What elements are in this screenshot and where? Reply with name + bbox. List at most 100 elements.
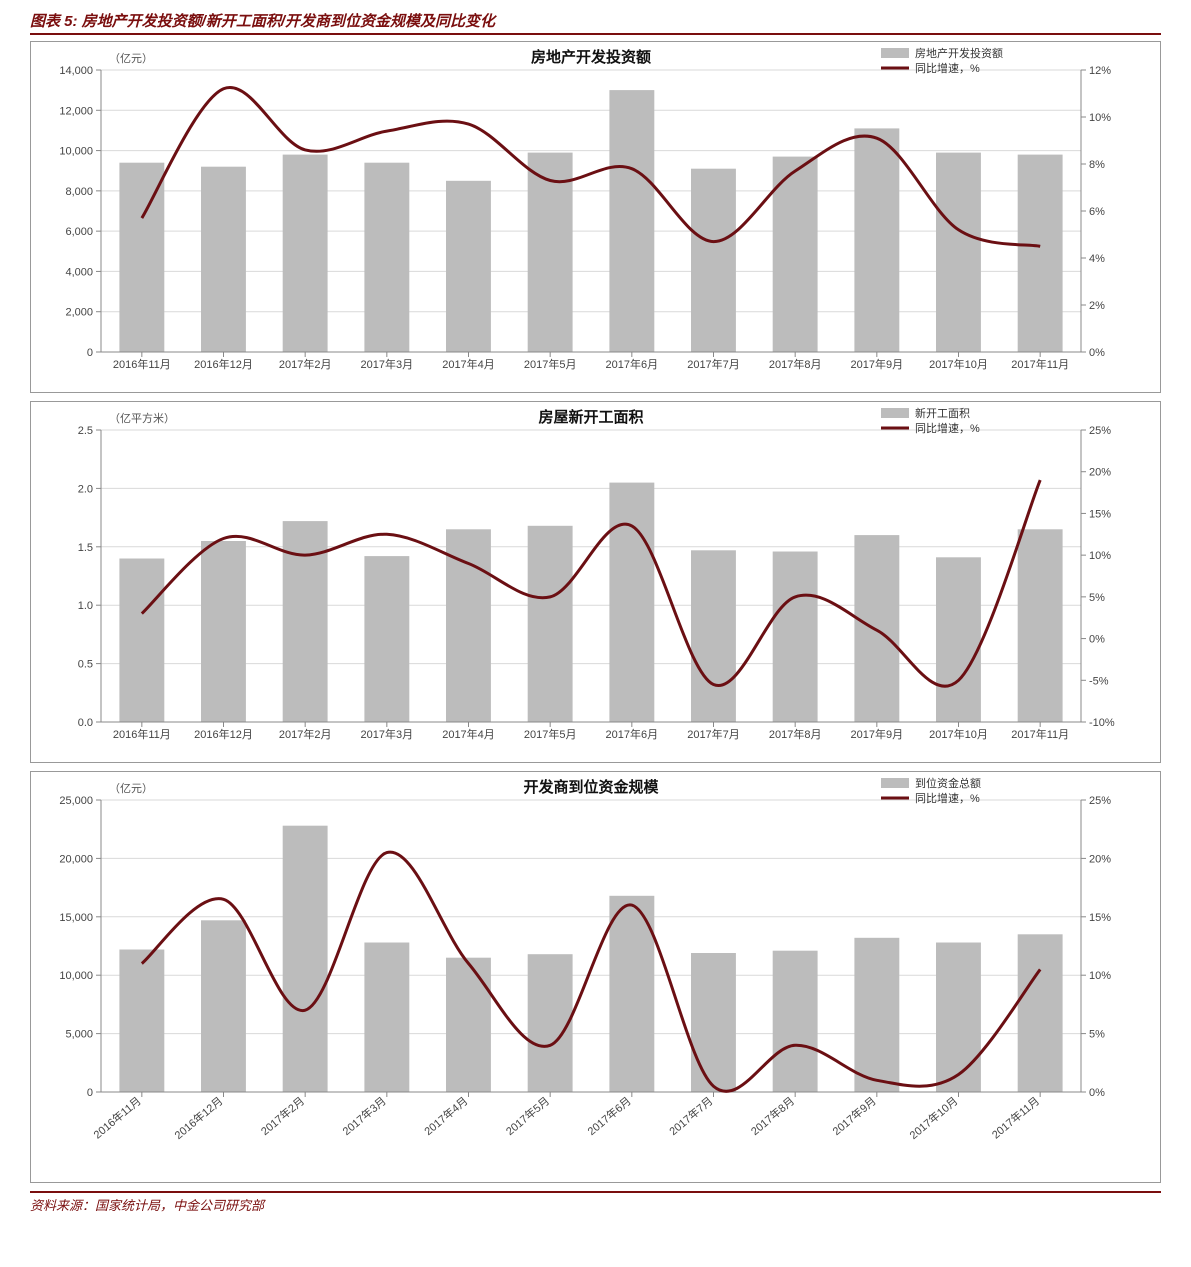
svg-text:2017年6月: 2017年6月 xyxy=(584,1094,633,1139)
footer-source: 资料来源：国家统计局，中金公司研究部 xyxy=(30,1198,264,1213)
bar xyxy=(119,559,164,723)
svg-text:2017年7月: 2017年7月 xyxy=(687,727,740,741)
bar xyxy=(528,954,573,1092)
bar xyxy=(119,950,164,1093)
svg-text:4,000: 4,000 xyxy=(65,266,93,278)
growth-line xyxy=(142,480,1040,686)
svg-text:2017年10月: 2017年10月 xyxy=(929,357,988,371)
bar xyxy=(1018,529,1063,722)
svg-text:5%: 5% xyxy=(1089,1029,1105,1041)
svg-text:2016年11月: 2016年11月 xyxy=(113,727,171,741)
svg-text:房地产开发投资额: 房地产开发投资额 xyxy=(531,48,651,66)
svg-text:15%: 15% xyxy=(1089,912,1111,924)
svg-text:2,000: 2,000 xyxy=(65,307,93,319)
svg-text:5%: 5% xyxy=(1089,592,1105,604)
svg-text:2017年2月: 2017年2月 xyxy=(279,727,332,741)
bar xyxy=(283,826,328,1092)
charts-container: 02,0004,0006,0008,00010,00012,00014,0000… xyxy=(30,41,1161,1183)
svg-text:1.0: 1.0 xyxy=(78,600,93,612)
chart1: 02,0004,0006,0008,00010,00012,00014,0000… xyxy=(30,41,1161,393)
chart2: 0.00.51.01.52.02.5-10%-5%0%5%10%15%20%25… xyxy=(30,401,1161,763)
svg-text:（亿元）: （亿元） xyxy=(109,52,153,65)
svg-text:10%: 10% xyxy=(1089,112,1111,124)
svg-text:1.5: 1.5 xyxy=(78,542,93,554)
svg-text:2017年4月: 2017年4月 xyxy=(421,1094,470,1139)
header-title: 图表 5: 房地产开发投资额/新开工面积/开发商到位资金规模及同比变化 xyxy=(30,13,495,30)
bar xyxy=(1018,934,1063,1092)
svg-text:0: 0 xyxy=(87,347,93,359)
svg-text:2017年10月: 2017年10月 xyxy=(906,1094,960,1142)
svg-text:0.5: 0.5 xyxy=(78,659,93,671)
svg-text:2017年5月: 2017年5月 xyxy=(524,727,577,741)
bar xyxy=(283,155,328,352)
svg-text:2.5: 2.5 xyxy=(78,425,93,437)
growth-line xyxy=(142,852,1040,1091)
svg-text:新开工面积: 新开工面积 xyxy=(915,406,970,420)
bar xyxy=(1018,155,1063,352)
footer-bar: 资料来源：国家统计局，中金公司研究部 xyxy=(30,1191,1161,1215)
bar xyxy=(201,541,246,722)
svg-text:25%: 25% xyxy=(1089,425,1111,437)
bar xyxy=(854,128,899,352)
svg-text:-10%: -10% xyxy=(1089,717,1115,729)
svg-text:2017年7月: 2017年7月 xyxy=(666,1094,715,1139)
bar xyxy=(201,920,246,1092)
svg-text:（亿元）: （亿元） xyxy=(109,782,153,795)
chart3: 05,00010,00015,00020,00025,0000%5%10%15%… xyxy=(30,771,1161,1183)
svg-text:20%: 20% xyxy=(1089,853,1111,865)
bar xyxy=(936,153,981,352)
svg-text:（亿平方米）: （亿平方米） xyxy=(109,411,175,425)
svg-text:2016年12月: 2016年12月 xyxy=(194,357,253,371)
svg-text:15%: 15% xyxy=(1089,508,1111,520)
svg-text:2016年12月: 2016年12月 xyxy=(171,1094,225,1142)
svg-text:房屋新开工面积: 房屋新开工面积 xyxy=(538,408,643,426)
svg-text:2017年9月: 2017年9月 xyxy=(851,727,904,741)
header-bar: 图表 5: 房地产开发投资额/新开工面积/开发商到位资金规模及同比变化 xyxy=(30,10,1161,35)
svg-text:14,000: 14,000 xyxy=(59,65,93,77)
bar xyxy=(691,169,736,352)
svg-text:2%: 2% xyxy=(1089,300,1105,312)
svg-text:同比增速，%: 同比增速，% xyxy=(915,791,980,805)
svg-text:25%: 25% xyxy=(1089,795,1111,807)
bar xyxy=(364,556,409,722)
svg-text:2017年8月: 2017年8月 xyxy=(769,357,822,371)
growth-line xyxy=(142,87,1040,246)
svg-text:到位资金总额: 到位资金总额 xyxy=(915,776,981,790)
svg-text:0%: 0% xyxy=(1089,634,1105,646)
bar xyxy=(609,483,654,722)
svg-text:2017年9月: 2017年9月 xyxy=(829,1094,878,1139)
bar xyxy=(854,938,899,1092)
svg-text:2017年5月: 2017年5月 xyxy=(524,357,577,371)
svg-text:2017年5月: 2017年5月 xyxy=(503,1094,552,1139)
bar xyxy=(528,526,573,722)
svg-text:6%: 6% xyxy=(1089,206,1105,218)
svg-text:25,000: 25,000 xyxy=(59,795,93,807)
svg-text:4%: 4% xyxy=(1089,253,1105,265)
svg-text:2017年2月: 2017年2月 xyxy=(279,357,332,371)
bar xyxy=(364,943,409,1093)
svg-text:-5%: -5% xyxy=(1089,675,1109,687)
svg-text:2017年3月: 2017年3月 xyxy=(361,727,414,741)
svg-text:2017年11月: 2017年11月 xyxy=(1011,357,1069,371)
bar xyxy=(201,167,246,352)
svg-text:8%: 8% xyxy=(1089,159,1105,171)
svg-text:2017年7月: 2017年7月 xyxy=(687,357,740,371)
svg-text:2016年11月: 2016年11月 xyxy=(113,357,171,371)
svg-text:20%: 20% xyxy=(1089,467,1111,479)
svg-text:2016年11月: 2016年11月 xyxy=(90,1094,143,1142)
svg-text:2017年2月: 2017年2月 xyxy=(258,1094,307,1139)
svg-text:0: 0 xyxy=(87,1087,93,1099)
svg-text:12,000: 12,000 xyxy=(59,105,93,117)
bar xyxy=(691,953,736,1092)
svg-text:2017年4月: 2017年4月 xyxy=(442,357,495,371)
svg-text:2017年8月: 2017年8月 xyxy=(769,727,822,741)
svg-text:同比增速，%: 同比增速，% xyxy=(915,61,980,75)
svg-text:6,000: 6,000 xyxy=(65,226,93,238)
bar xyxy=(773,552,818,723)
svg-text:0.0: 0.0 xyxy=(78,717,93,729)
svg-text:同比增速，%: 同比增速，% xyxy=(915,421,980,435)
bar xyxy=(446,181,491,352)
svg-text:房地产开发投资额: 房地产开发投资额 xyxy=(915,46,1003,60)
bar xyxy=(936,557,981,722)
svg-text:2.0: 2.0 xyxy=(78,483,93,495)
